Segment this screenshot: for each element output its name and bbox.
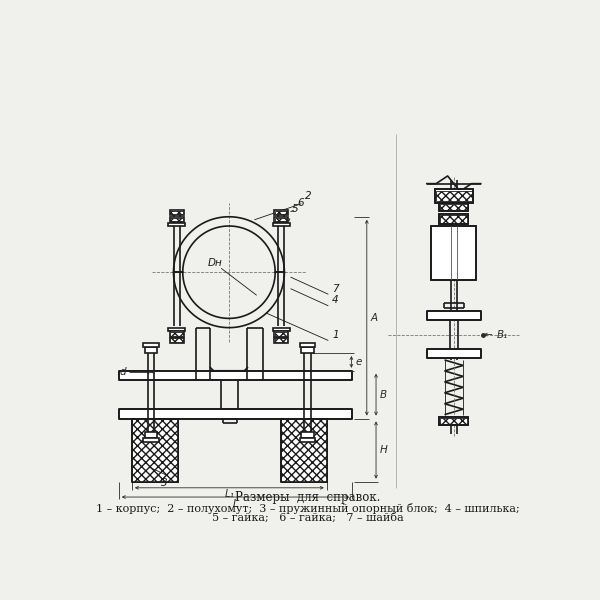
Bar [300,343,315,347]
Bar [170,338,183,342]
Bar [300,438,315,442]
Bar [143,343,159,347]
Bar [274,210,288,215]
Text: 1: 1 [332,330,339,340]
Text: A: A [371,313,378,323]
Bar [132,419,178,482]
Bar [170,332,183,336]
Text: 5: 5 [292,205,299,214]
Bar [143,438,159,442]
Bar [440,203,467,210]
Bar [439,203,469,211]
Bar [273,328,290,331]
Bar [427,349,481,358]
Bar [439,417,469,425]
Bar [145,431,157,438]
Bar [431,226,476,280]
Text: 2: 2 [305,191,312,202]
Bar [436,191,472,202]
Bar [275,211,287,214]
Bar [170,218,183,221]
Bar [440,418,467,424]
Text: B₁: B₁ [497,329,508,340]
Text: 5 – гайка;   6 – гайка;   7 – шайба: 5 – гайка; 6 – гайка; 7 – шайба [212,513,403,523]
Bar [170,210,184,215]
Text: 1 – корпус;  2 – полухомут;  3 – пружинный опорный блок;  4 – шпилька;: 1 – корпус; 2 – полухомут; 3 – пружинный… [95,503,520,514]
Bar [275,338,287,342]
Bar [170,331,184,337]
Text: L₁: L₁ [224,490,234,499]
Bar [439,214,469,224]
Bar [274,331,288,337]
Bar [170,211,183,214]
Text: Dн: Dн [208,258,223,268]
Bar [301,347,314,353]
Bar [434,189,473,203]
Bar [440,215,467,223]
Bar [434,189,473,203]
Text: e: e [355,357,362,367]
Bar [168,223,185,226]
Bar [275,332,287,336]
Bar [145,347,157,353]
Bar [439,417,469,425]
Bar [273,223,290,226]
Text: d: d [120,367,127,377]
Text: 7: 7 [332,284,339,294]
Text: H: H [380,445,388,455]
Bar [281,419,327,482]
Bar [119,371,352,380]
Bar [274,217,288,222]
Bar [170,217,184,222]
Text: 3: 3 [161,478,167,488]
Text: Размеры  для  справок.: Размеры для справок. [235,491,380,505]
Bar [132,419,178,482]
Bar [431,226,476,280]
Bar [119,409,352,419]
Bar [274,338,288,343]
Bar [281,419,327,482]
Text: B: B [380,389,387,400]
Bar [427,311,481,320]
Text: 4: 4 [332,295,339,305]
Bar [170,338,184,343]
Bar [275,218,287,221]
Bar [301,431,314,438]
Bar [439,214,469,224]
Bar [439,203,469,211]
Bar [168,328,185,331]
Text: 6: 6 [298,197,304,208]
Text: L: L [233,499,238,509]
